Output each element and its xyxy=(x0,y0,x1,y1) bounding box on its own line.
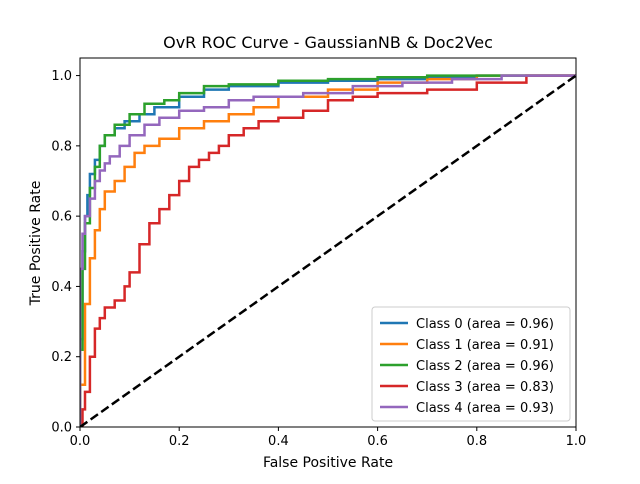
x-axis-label: False Positive Rate xyxy=(263,455,393,471)
chance-reference-line xyxy=(80,74,576,427)
roc-line-class-4 xyxy=(80,74,576,427)
x-tick-label: 0.4 xyxy=(268,434,289,449)
legend-box xyxy=(371,306,571,422)
legend-label: Class 1 (area = 0.91) xyxy=(416,338,554,353)
plot-area xyxy=(80,74,576,427)
roc-line-class-1 xyxy=(80,74,576,427)
y-tick-label: 1.0 xyxy=(51,69,72,84)
y-tick-label: 0.2 xyxy=(51,350,72,365)
axes-frame xyxy=(79,57,577,428)
legend-label: Class 0 (area = 0.96) xyxy=(416,317,554,332)
x-tick-label: 1.0 xyxy=(566,434,587,449)
roc-line-class-3 xyxy=(80,74,576,427)
x-tick-label: 0.2 xyxy=(169,434,190,449)
x-tick-label: 0.8 xyxy=(466,434,487,449)
roc-line-class-0 xyxy=(80,74,576,427)
legend: Class 0 (area = 0.96) Class 1 (area = 0.9… xyxy=(371,306,571,422)
y-tick-label: 0.6 xyxy=(51,210,72,225)
axes: 0.0 0.2 0.4 0.6 0.8 1.0 0.0 0.2 0.4 0.6 0.8 1.0 xyxy=(51,57,587,449)
y-axis-label: True Positive Rate xyxy=(28,181,44,307)
x-tick-label: 0.6 xyxy=(367,434,388,449)
x-tick-label: 0.0 xyxy=(70,434,91,449)
legend-label: Class 3 (area = 0.83) xyxy=(416,380,554,395)
chart-title: OvR ROC Curve - GaussianNB & Doc2Vec xyxy=(163,33,493,52)
legend-label: Class 2 (area = 0.96) xyxy=(416,359,554,374)
y-tick-label: 0.0 xyxy=(51,421,72,436)
y-tick-label: 0.8 xyxy=(51,139,72,154)
legend-label: Class 4 (area = 0.93) xyxy=(416,401,554,416)
y-tick-label: 0.4 xyxy=(51,280,72,295)
